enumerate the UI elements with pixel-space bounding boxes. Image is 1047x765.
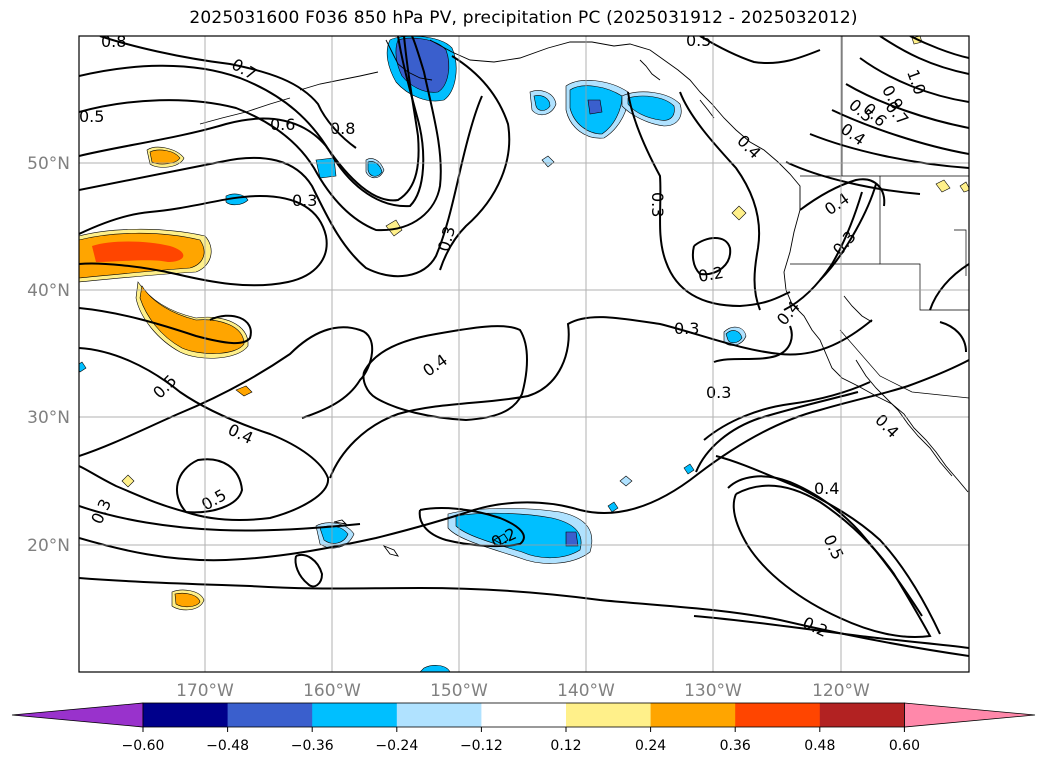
colorbar-tick-label: −0.60	[122, 738, 165, 754]
contour-label: 0.8	[101, 32, 126, 51]
contour-label: 0.3	[648, 192, 667, 217]
colorbar-ticks: −0.60 −0.48 −0.36 −0.24 −0.12 0.12 0.24 0.36 0.4…	[122, 727, 920, 754]
colorbar-min-extension	[11, 702, 144, 728]
colorbar-swatch	[227, 703, 313, 727]
contour-label: 0.8	[330, 119, 355, 138]
pv-contours	[79, 36, 969, 657]
colorbar-tick-label: 0.12	[550, 738, 581, 754]
contour-label: 0.5	[79, 107, 104, 126]
gridlines	[79, 36, 969, 672]
colorbar-tick-label: −0.24	[375, 738, 418, 754]
lon-label: 150°W	[430, 681, 488, 701]
contour-label: 0.4	[814, 479, 839, 498]
contour-label: 0.5	[686, 31, 711, 50]
lat-label: 30°N	[27, 408, 70, 428]
colorbar-swatch	[819, 703, 905, 727]
colorbar-max-extension	[904, 702, 1036, 728]
lat-label: 40°N	[27, 281, 70, 301]
colorbar-tick-label: −0.36	[291, 738, 334, 754]
colorbar-tick-label: −0.48	[206, 738, 249, 754]
contour-label: 0.6	[270, 115, 295, 134]
plot-title: 2025031600 F036 850 hPa PV, precipitatio…	[189, 8, 858, 28]
colorbar-tick-label: 0.24	[635, 738, 666, 754]
contour-label: 0.3	[674, 319, 699, 338]
lon-label: 130°W	[684, 681, 742, 701]
contour-label: 0.3	[706, 383, 731, 402]
colorbar-swatch	[650, 703, 736, 727]
lon-label: 140°W	[557, 681, 615, 701]
colorbar-tick-label: 0.48	[804, 738, 835, 754]
contour-label: 0.2	[697, 263, 725, 286]
colorbar-swatch	[566, 703, 652, 727]
latitude-labels: 50°N 40°N 30°N 20°N	[27, 154, 70, 556]
lon-label: 170°W	[176, 681, 234, 701]
colorbar-swatch	[143, 703, 229, 727]
colorbar-outline	[142, 702, 905, 728]
lon-label: 160°W	[303, 681, 361, 701]
colorbar-swatch	[312, 703, 398, 727]
colorbar-tick-label: 0.36	[720, 738, 751, 754]
colorbar-tick-label: 0.60	[889, 738, 920, 754]
colorbar	[11, 702, 1036, 728]
lat-label: 50°N	[27, 154, 70, 174]
colorbar-swatch	[735, 703, 821, 727]
lon-label: 120°W	[812, 681, 870, 701]
colorbar-swatch	[481, 703, 567, 727]
colorbar-tick-label: −0.12	[460, 738, 503, 754]
map-area: 0.8 0.5 0.7 0.6 0.8 0.5 0.3 0.3 0.3 0.2 …	[79, 31, 969, 672]
lat-label: 20°N	[27, 536, 70, 556]
longitude-labels: 170°W 160°W 150°W 140°W 130°W 120°W	[176, 681, 870, 701]
map-frame	[78, 35, 970, 673]
colorbar-swatch	[396, 703, 482, 727]
contour-label: 0.3	[292, 191, 317, 210]
